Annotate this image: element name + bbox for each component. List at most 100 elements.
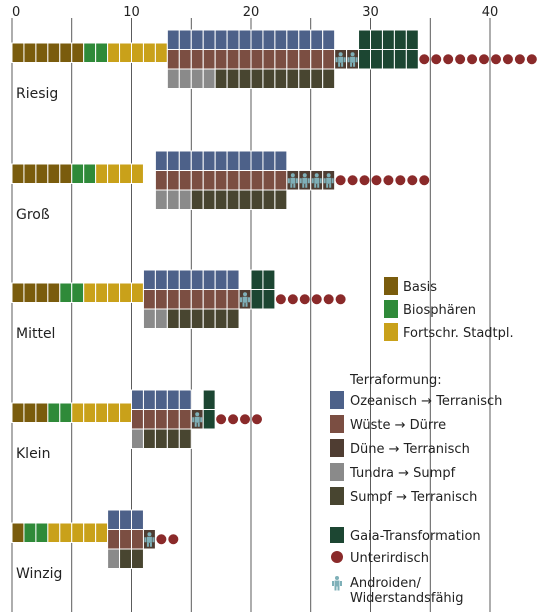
ocean-cell [202, 29, 216, 50]
planet-label: Winzig [16, 566, 62, 582]
swamp-cell [190, 189, 204, 210]
legend-title: Terraformung: [349, 373, 442, 388]
planet-label: Groß [16, 207, 50, 223]
underground-dot [275, 294, 286, 305]
gaia-cell [358, 49, 371, 70]
ocean-cell [202, 269, 216, 290]
basis-cell [11, 522, 25, 543]
android-icon [311, 173, 322, 188]
legend-label: Biosphären [403, 303, 476, 318]
desert-cell [131, 529, 144, 550]
advanced-cell [107, 163, 121, 184]
tundra-cell [178, 68, 192, 89]
planet-row: Mittel [11, 269, 346, 342]
android-icon [323, 173, 334, 188]
underground-dot [395, 175, 406, 186]
planet-row: Winzig [11, 509, 179, 582]
swamp-cell [214, 189, 228, 210]
gaia-cell [250, 269, 264, 290]
ocean-cell [274, 150, 288, 171]
biosphere-cell [59, 402, 73, 423]
underground-dot [419, 175, 430, 186]
grid [11, 18, 491, 612]
tundra-cell [178, 189, 192, 210]
desert-cell [190, 49, 204, 70]
underground-dot [371, 175, 382, 186]
swamp-cell [250, 68, 264, 89]
swamp-cell [119, 548, 133, 569]
underground-dot [335, 175, 346, 186]
ocean-cell [131, 389, 144, 410]
basis-cell [47, 282, 61, 303]
gaia-cell [202, 409, 216, 430]
ocean-cell [178, 269, 192, 290]
ocean-cell [238, 150, 252, 171]
advanced-cell [131, 163, 144, 184]
basis-cell [23, 402, 37, 423]
desert-cell [166, 289, 180, 310]
swamp-cell [310, 68, 324, 89]
desert-cell [250, 49, 264, 70]
underground-dot [443, 54, 454, 65]
ocean-cell [178, 29, 192, 50]
ocean-cell [262, 29, 276, 50]
desert-cell [250, 170, 264, 191]
advanced-cell [83, 522, 97, 543]
ocean-cell [142, 269, 156, 290]
desert-cell [154, 289, 168, 310]
advanced-cell [47, 522, 61, 543]
underground-dot [479, 54, 490, 65]
desert-cell [226, 49, 240, 70]
x-tick-label: 0 [12, 5, 20, 20]
gaia-cell [370, 29, 383, 50]
swamp-cell [202, 308, 216, 329]
desert-cell [214, 49, 228, 70]
advanced-cell [107, 282, 121, 303]
swamp-cell [238, 68, 252, 89]
underground-dot [216, 414, 227, 425]
desert-cell [142, 289, 156, 310]
advanced-cell [59, 522, 73, 543]
swamp-cell [142, 428, 156, 449]
gaia-cell [370, 49, 383, 70]
gaia-cell [262, 269, 276, 290]
ocean-cell [310, 29, 324, 50]
ocean-cell [178, 150, 192, 171]
advanced-cell [95, 163, 109, 184]
legend-swatch [384, 277, 398, 295]
swamp-cell [298, 68, 312, 89]
advanced-cell [119, 42, 133, 63]
ocean-cell [190, 269, 204, 290]
ocean-cell [166, 29, 180, 50]
desert-cell [166, 170, 180, 191]
swamp-cell [190, 308, 204, 329]
desert-cell [214, 289, 228, 310]
biosphere-cell [35, 522, 49, 543]
biosphere-cell [47, 402, 61, 423]
desert-cell [262, 49, 276, 70]
ocean-cell [286, 29, 300, 50]
ocean-cell [250, 150, 264, 171]
desert-cell [131, 409, 144, 430]
swamp-cell [226, 308, 240, 329]
desert-cell [142, 409, 156, 430]
desert-cell [262, 170, 276, 191]
android-icon [144, 532, 155, 547]
ocean-cell [119, 509, 133, 530]
legend-label: Unterirdisch [350, 551, 429, 566]
basis-cell [47, 42, 61, 63]
biosphere-cell [71, 282, 85, 303]
desert-cell [190, 289, 204, 310]
legend-swatch [330, 391, 344, 409]
desert-cell [190, 170, 204, 191]
swamp-cell [131, 548, 144, 569]
desert-cell [202, 170, 216, 191]
advanced-cell [131, 42, 144, 63]
ocean-cell [274, 29, 288, 50]
ocean-cell [166, 269, 180, 290]
desert-cell [178, 170, 192, 191]
ocean-cell [190, 29, 204, 50]
gaia-cell [381, 49, 395, 70]
gaia-cell [405, 29, 419, 50]
desert-cell [154, 409, 168, 430]
